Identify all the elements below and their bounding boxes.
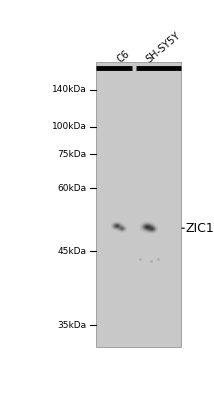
- Text: 140kDa: 140kDa: [52, 85, 86, 94]
- Text: C6: C6: [116, 49, 132, 65]
- Text: 100kDa: 100kDa: [52, 122, 86, 131]
- Point: [149, 257, 153, 264]
- Point: [138, 256, 141, 262]
- Text: SH-SY5Y: SH-SY5Y: [144, 31, 182, 65]
- Text: ZIC1: ZIC1: [186, 222, 214, 235]
- Point: [156, 256, 159, 262]
- Text: 35kDa: 35kDa: [57, 321, 86, 330]
- Text: 75kDa: 75kDa: [57, 150, 86, 159]
- Bar: [96, 62, 181, 347]
- Text: 45kDa: 45kDa: [57, 247, 86, 256]
- Text: 60kDa: 60kDa: [57, 184, 86, 193]
